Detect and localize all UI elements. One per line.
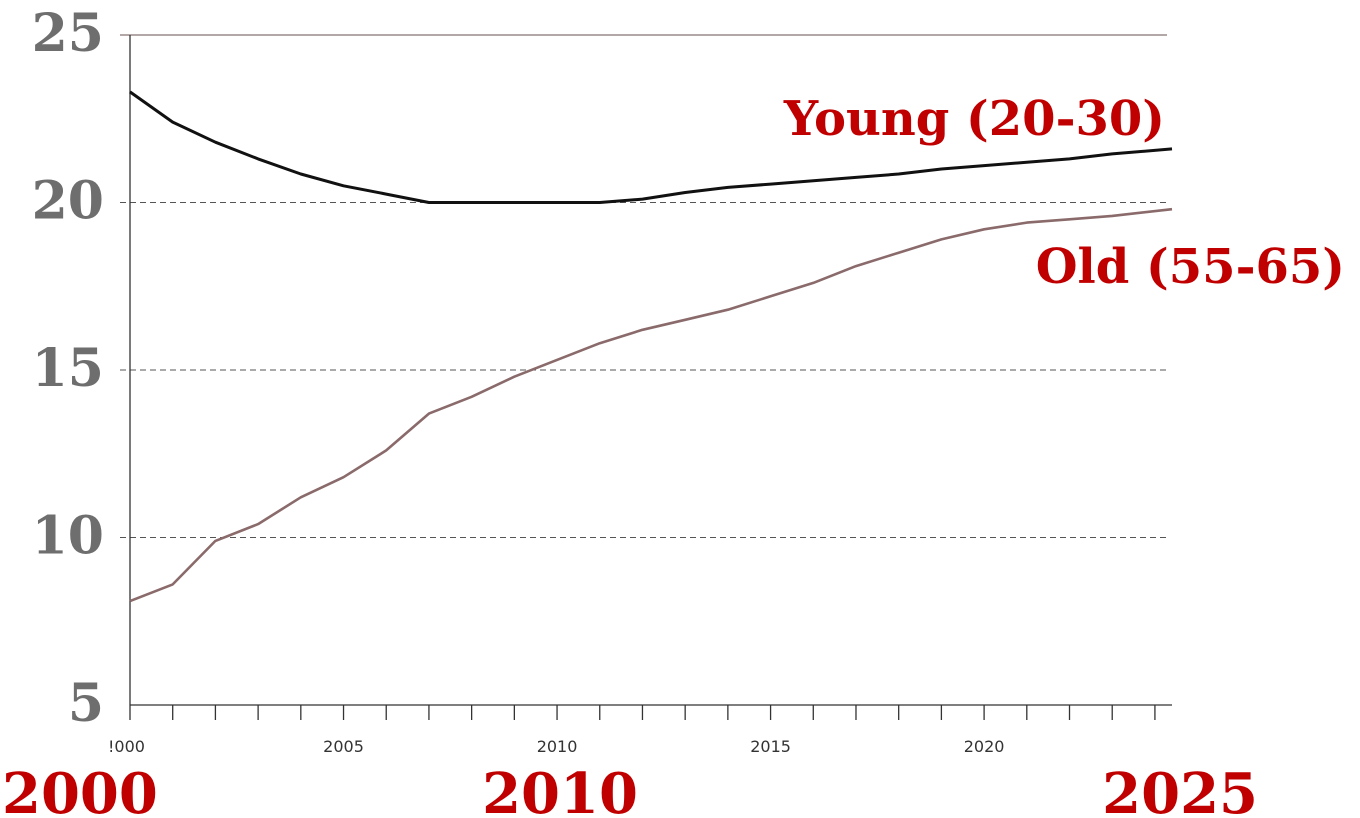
x-big-label-2000: 2000	[2, 761, 158, 818]
gridlines	[120, 34, 1167, 538]
x-big-label-2025: 2025	[1102, 761, 1258, 818]
x-tick-label-small: !000	[108, 737, 145, 756]
y-tick-label: 20	[32, 171, 104, 232]
x-tick-label-small: 2010	[537, 737, 578, 756]
y-tick-label: 15	[32, 338, 104, 399]
x-big-label-2010: 2010	[482, 761, 638, 818]
x-tick-label-small: 2015	[750, 737, 791, 756]
series-line-old	[129, 207, 1173, 603]
y-tick-label: 5	[68, 673, 104, 734]
x-tick-label-small: 2005	[323, 737, 364, 756]
axes: 5 10 15 20 25 !000 2005 2010 2015 2020	[32, 3, 1172, 756]
series-lines	[129, 90, 1173, 603]
x-tick-label-small: 2020	[964, 737, 1005, 756]
y-tick-label: 25	[32, 3, 104, 64]
series-label-young: Young (20-30)	[783, 91, 1165, 147]
labels: Young (20-30) Old (55-65) 2000 2010 2025	[2, 91, 1345, 818]
series-label-old: Old (55-65)	[1036, 239, 1345, 295]
y-tick-label: 10	[32, 506, 104, 567]
series-line-young	[129, 90, 1173, 204]
